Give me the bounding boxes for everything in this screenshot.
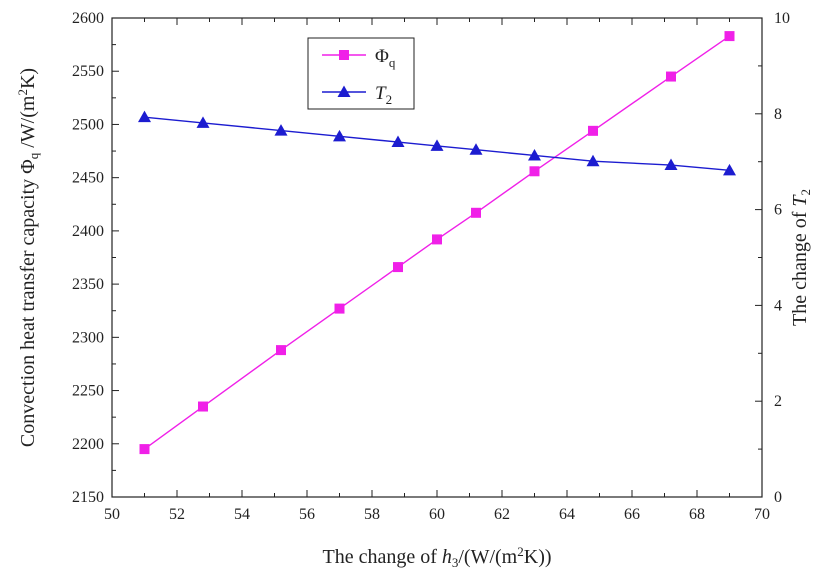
y-left-axis-title: Convection heat transfer capacity Φq /W/… (15, 68, 41, 447)
x-axis-title: The change of h3/(W/(m2K)) (322, 544, 551, 570)
y-left-axis: 2150 2200 2250 2300 2350 2400 2450 2500 2550 2600 (72, 10, 119, 506)
y-right-tick-label: 4 (774, 297, 782, 314)
x-axis: 50 52 54 56 58 60 62 64 66 68 70 (104, 18, 770, 523)
x-tick-label: 50 (104, 506, 120, 523)
data-point-triangle (391, 135, 405, 148)
y-right-axis-title: The change of T2 (789, 189, 813, 326)
data-point-triangle (664, 158, 678, 171)
data-point-square (139, 444, 150, 455)
data-point-square (529, 166, 540, 177)
y-left-tick-label: 2450 (72, 170, 104, 187)
data-point-triangle (333, 129, 346, 142)
data-point-square (471, 207, 481, 218)
y-left-tick-label: 2600 (72, 10, 104, 27)
x-tick-label: 70 (754, 506, 770, 523)
data-point-square (724, 31, 735, 42)
plot-border (111, 17, 763, 498)
data-point-triangle (138, 110, 151, 123)
x-tick-label: 60 (429, 506, 445, 523)
y-right-tick-label: 8 (774, 106, 782, 123)
y-left-tick-label: 2250 (72, 383, 104, 400)
y-left-tick-label: 2150 (72, 489, 104, 506)
legend-box (307, 37, 415, 110)
x-tick-label: 56 (299, 506, 315, 523)
y-right-axis: 0 2 4 6 8 10 (755, 10, 790, 506)
x-tick-label: 54 (234, 506, 250, 523)
y-left-tick-label: 2500 (72, 116, 104, 133)
data-point-triangle (196, 116, 210, 128)
data-point-triangle (274, 124, 288, 136)
x-tick-label: 52 (169, 506, 185, 523)
y-right-tick-label: 10 (774, 10, 790, 27)
data-point-square (198, 401, 208, 412)
x-tick-label: 68 (689, 506, 705, 523)
y-right-tick-label: 6 (774, 202, 782, 219)
data-point-triangle (469, 143, 483, 155)
data-point-square (432, 234, 442, 245)
data-point-triangle (723, 163, 736, 176)
data-point-square (276, 345, 286, 356)
legend-marker-square (339, 50, 349, 60)
y-left-tick-label: 2350 (72, 276, 104, 293)
series-layer (138, 31, 736, 455)
x-tick-label: 58 (364, 506, 380, 523)
data-point-triangle (586, 154, 600, 167)
data-point-triangle (430, 139, 444, 151)
data-point-square (393, 262, 403, 273)
x-tick-label: 62 (494, 506, 510, 523)
plot-frame (111, 17, 763, 498)
y-left-tick-label: 2300 (72, 329, 104, 346)
data-point-square (666, 71, 676, 82)
y-left-tick-label: 2200 (72, 436, 104, 453)
data-point-square (334, 303, 345, 314)
y-right-tick-label: 0 (774, 489, 782, 506)
data-point-square (588, 125, 598, 136)
legend-marker-triangle (337, 85, 351, 97)
y-left-tick-label: 2400 (72, 223, 104, 240)
y-right-tick-label: 2 (774, 393, 782, 410)
y-left-tick-label: 2550 (72, 63, 104, 80)
data-point-triangle (528, 148, 541, 161)
x-tick-label: 64 (559, 506, 575, 523)
legend-label-t2: T2 (375, 83, 392, 107)
x-tick-label: 66 (624, 506, 640, 523)
